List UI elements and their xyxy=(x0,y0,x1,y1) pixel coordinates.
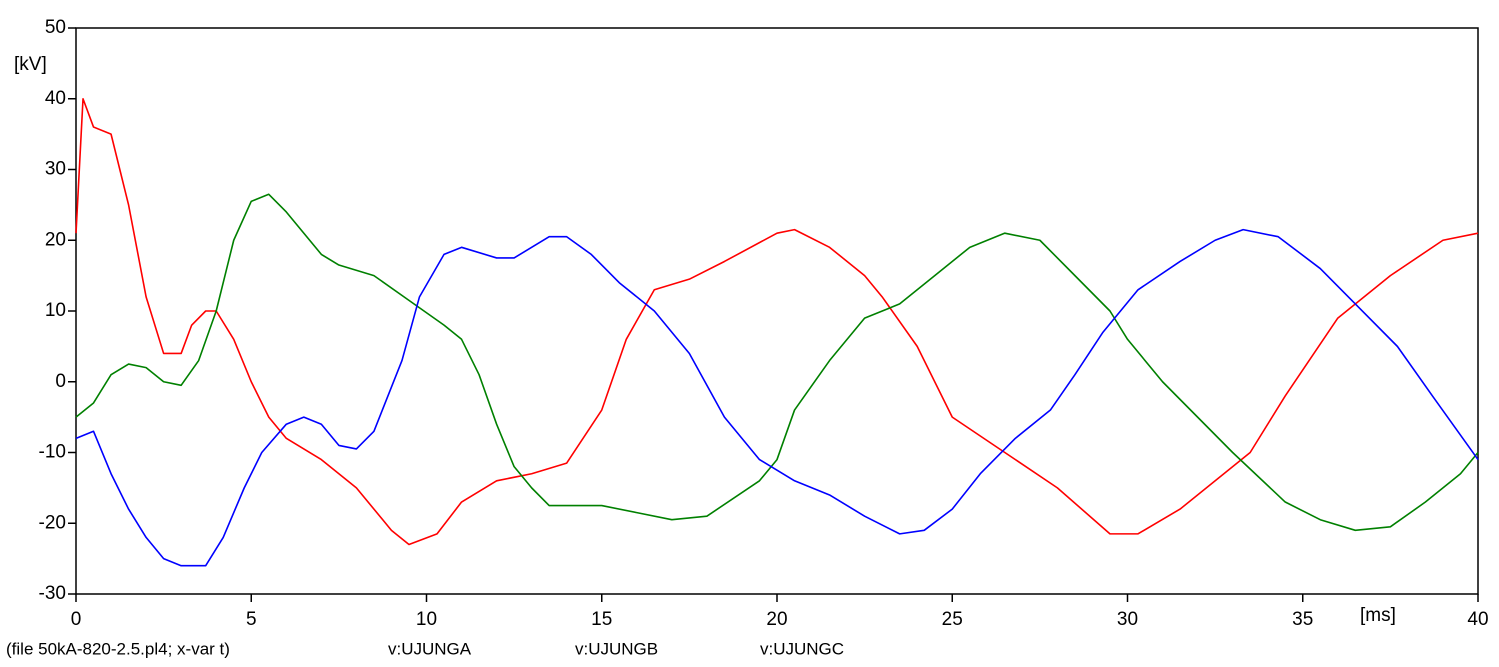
y-tick-label: 40 xyxy=(45,88,66,109)
series-line xyxy=(75,97,1479,546)
series-line xyxy=(75,228,1479,567)
plot-frame xyxy=(75,27,1479,595)
series-line xyxy=(75,193,1479,532)
x-tick-label: 35 xyxy=(1292,609,1313,630)
y-tick-label: -20 xyxy=(39,512,66,533)
y-tick-label: -10 xyxy=(39,442,66,463)
y-tick-label: 30 xyxy=(45,159,66,180)
legend-entry: v:UJUNGC xyxy=(760,639,844,658)
x-tick-label: 30 xyxy=(1117,609,1138,630)
x-tick-label: 20 xyxy=(766,609,787,630)
x-unit: [ms] xyxy=(1360,605,1396,626)
y-unit: [kV] xyxy=(14,54,47,75)
x-tick-label: 15 xyxy=(591,609,612,630)
footer: (file 50kA-820-2.5.pl4; x-var t) xyxy=(6,639,230,658)
x-tick-label: 40 xyxy=(1467,609,1488,630)
x-tick-label: 5 xyxy=(246,609,257,630)
x-tick-label: 10 xyxy=(416,609,437,630)
y-tick-label: 0 xyxy=(55,371,66,392)
x-tick-label: 25 xyxy=(942,609,963,630)
y-tick-label: 50 xyxy=(45,17,66,38)
legend-entry: v:UJUNGA xyxy=(388,639,472,658)
x-tick-label: 0 xyxy=(71,609,82,630)
y-tick-label: 20 xyxy=(45,229,66,250)
y-tick-label: -30 xyxy=(39,583,66,604)
legend-entry: v:UJUNGB xyxy=(575,639,658,658)
y-tick-label: 10 xyxy=(45,300,66,321)
